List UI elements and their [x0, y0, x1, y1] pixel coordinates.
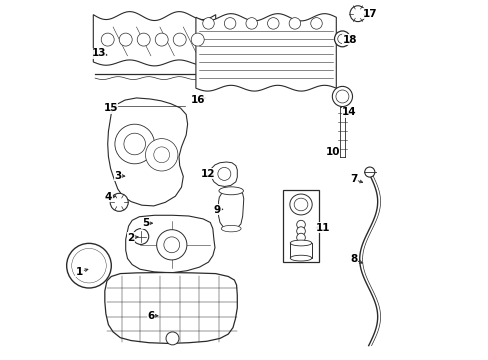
- Circle shape: [66, 243, 111, 288]
- Circle shape: [334, 31, 349, 47]
- Text: 11: 11: [315, 222, 329, 233]
- Ellipse shape: [294, 198, 307, 211]
- Polygon shape: [125, 215, 215, 273]
- Polygon shape: [104, 273, 237, 343]
- Circle shape: [191, 33, 204, 46]
- Circle shape: [156, 230, 186, 260]
- Circle shape: [155, 33, 168, 46]
- Circle shape: [115, 124, 154, 164]
- Circle shape: [76, 253, 102, 279]
- Text: 15: 15: [103, 103, 118, 113]
- Text: 7: 7: [349, 174, 357, 184]
- Circle shape: [267, 18, 279, 29]
- Text: 9: 9: [214, 205, 221, 215]
- Circle shape: [80, 257, 98, 274]
- Circle shape: [123, 133, 145, 155]
- Ellipse shape: [219, 187, 243, 195]
- Circle shape: [288, 18, 300, 29]
- Circle shape: [110, 193, 128, 211]
- Text: 12: 12: [200, 169, 215, 179]
- Polygon shape: [107, 98, 187, 206]
- Ellipse shape: [289, 255, 311, 261]
- Text: 14: 14: [342, 107, 356, 117]
- Circle shape: [163, 237, 179, 253]
- Polygon shape: [196, 14, 336, 91]
- Circle shape: [101, 33, 114, 46]
- Circle shape: [166, 332, 179, 345]
- Circle shape: [224, 18, 235, 29]
- Circle shape: [119, 33, 132, 46]
- Circle shape: [137, 33, 150, 46]
- Circle shape: [218, 167, 230, 180]
- Circle shape: [337, 34, 346, 44]
- Text: 13: 13: [91, 48, 106, 58]
- Circle shape: [245, 18, 257, 29]
- Text: 10: 10: [325, 147, 339, 157]
- FancyBboxPatch shape: [283, 190, 318, 262]
- Ellipse shape: [221, 225, 241, 232]
- Text: 4: 4: [104, 192, 112, 202]
- Polygon shape: [93, 12, 215, 66]
- Circle shape: [173, 33, 186, 46]
- FancyBboxPatch shape: [289, 243, 311, 258]
- Text: 5: 5: [142, 218, 149, 228]
- Circle shape: [78, 255, 100, 276]
- Circle shape: [153, 147, 169, 163]
- Circle shape: [310, 18, 322, 29]
- Text: 18: 18: [342, 35, 356, 45]
- Text: 1: 1: [76, 267, 83, 277]
- Text: 6: 6: [147, 311, 154, 321]
- Circle shape: [332, 86, 352, 107]
- Text: 17: 17: [362, 9, 376, 19]
- Circle shape: [81, 258, 96, 273]
- Circle shape: [296, 227, 305, 235]
- Circle shape: [74, 251, 104, 281]
- Ellipse shape: [289, 240, 311, 246]
- Circle shape: [296, 233, 305, 242]
- Text: 16: 16: [191, 95, 205, 105]
- Circle shape: [72, 248, 106, 283]
- Circle shape: [145, 139, 178, 171]
- Ellipse shape: [289, 194, 311, 215]
- Circle shape: [74, 251, 104, 281]
- Circle shape: [133, 229, 148, 244]
- Circle shape: [364, 167, 374, 177]
- Circle shape: [349, 6, 365, 22]
- Polygon shape: [211, 162, 237, 186]
- Text: 8: 8: [349, 254, 356, 264]
- Circle shape: [296, 220, 305, 229]
- Text: 2: 2: [127, 233, 135, 243]
- Text: 3: 3: [114, 171, 121, 181]
- Circle shape: [203, 18, 214, 29]
- Circle shape: [335, 90, 348, 103]
- Polygon shape: [218, 189, 244, 230]
